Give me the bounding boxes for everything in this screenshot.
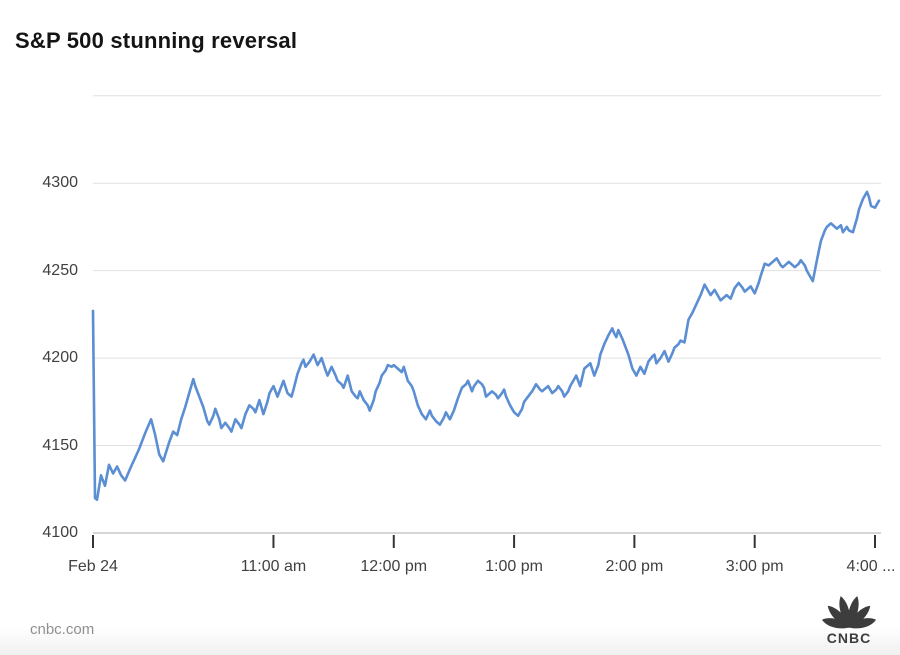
x-axis-label: 4:00 ... (846, 558, 896, 575)
cnbc-logo: CNBC (821, 596, 877, 646)
peacock-feather (827, 605, 850, 628)
footer-gradient-band (0, 627, 900, 655)
line-chart-canvas (91, 95, 881, 548)
peacock-feather (847, 596, 859, 628)
x-axis-label: Feb 24 (68, 558, 118, 575)
x-axis-label: 12:00 pm (360, 558, 428, 575)
x-axis-label: 1:00 pm (485, 558, 543, 575)
x-axis-label: 11:00 am (240, 558, 307, 575)
source-attribution: cnbc.com (30, 621, 95, 638)
y-axis-label: 4100 (42, 524, 78, 541)
x-axis-label: 2:00 pm (605, 558, 664, 575)
peacock-feather (848, 605, 871, 628)
cnbc-peacock-icon (821, 596, 877, 629)
chart-title: S&P 500 stunning reversal (15, 28, 298, 53)
price-line (91, 190, 881, 502)
cnbc-logo-wordmark: CNBC (827, 630, 871, 646)
peacock-feather (839, 596, 851, 628)
peacock-feather (821, 618, 850, 629)
y-axis-label: 4150 (42, 436, 78, 454)
x-axis-label: 3:00 pm (725, 558, 784, 575)
peacock-feather (848, 618, 877, 629)
y-axis-label: 4300 (42, 174, 78, 192)
y-axis-label: 4250 (42, 261, 78, 279)
y-axis-label: 4200 (42, 349, 78, 367)
